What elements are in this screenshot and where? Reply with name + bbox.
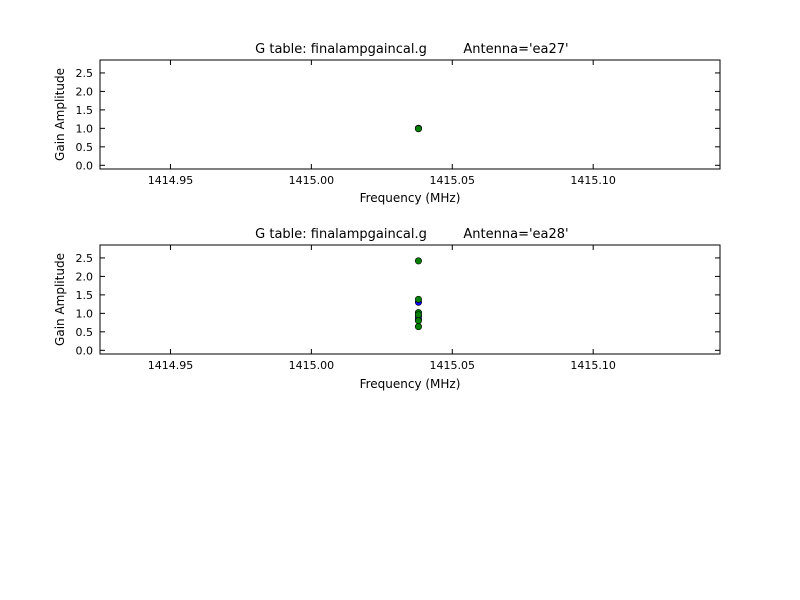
y-tick-label: 2.0 (76, 85, 94, 98)
y-tick-label: 1.5 (76, 289, 94, 302)
y-axis-ticks: 0.0 0.5 1.0 1.5 2.0 2.5 (76, 67, 721, 172)
y-tick-label: 2.5 (76, 252, 94, 265)
y-tick-label: 0.0 (76, 159, 94, 172)
x-tick-label: 1415.05 (430, 359, 476, 372)
y-tick-label: 1.5 (76, 104, 94, 117)
plot-panel-ea27: G table: finalampgaincal.g Antenna='ea27… (53, 42, 720, 205)
data-point-series-1 (415, 323, 421, 329)
x-tick-label: 1415.00 (289, 174, 335, 187)
y-tick-label: 0.5 (76, 141, 94, 154)
y-tick-label: 2.0 (76, 270, 94, 283)
x-tick-label: 1415.10 (570, 359, 616, 372)
data-point-series-1 (415, 296, 421, 302)
y-tick-label: 0.0 (76, 344, 94, 357)
data-point-series-1 (415, 126, 421, 132)
y-axis-ticks: 0.0 0.5 1.0 1.5 2.0 2.5 (76, 252, 721, 357)
panel-title-antenna: Antenna='ea27' (463, 42, 568, 57)
x-tick-label: 1415.00 (289, 359, 335, 372)
y-tick-label: 2.5 (76, 67, 94, 80)
data-point-series-1 (415, 258, 421, 264)
panel-title-table: G table: finalampgaincal.g (255, 42, 427, 57)
data-points (415, 258, 421, 330)
plot-frame (100, 60, 720, 169)
x-axis-label: Frequency (MHz) (360, 377, 461, 391)
y-tick-label: 1.0 (76, 307, 94, 320)
panel-title-antenna: Antenna='ea28' (463, 227, 568, 242)
x-axis-ticks: 1414.95 1415.00 1415.05 1415.10 (148, 245, 616, 372)
data-point-series-1 (415, 312, 421, 318)
y-axis-label: Gain Amplitude (53, 68, 67, 161)
plot-panel-ea28: G table: finalampgaincal.g Antenna='ea28… (53, 227, 720, 391)
panel-title-table: G table: finalampgaincal.g (255, 227, 427, 242)
x-tick-label: 1414.95 (148, 359, 194, 372)
data-point-series-1 (415, 318, 421, 324)
y-axis-label: Gain Amplitude (53, 253, 67, 346)
x-axis-ticks: 1414.95 1415.00 1415.05 1415.10 (148, 60, 616, 187)
data-points (415, 125, 421, 132)
x-tick-label: 1415.10 (570, 174, 616, 187)
y-tick-label: 1.0 (76, 122, 94, 135)
x-tick-label: 1414.95 (148, 174, 194, 187)
x-tick-label: 1415.05 (430, 174, 476, 187)
plot-frame (100, 245, 720, 354)
y-tick-label: 0.5 (76, 326, 94, 339)
x-axis-label: Frequency (MHz) (360, 191, 461, 205)
